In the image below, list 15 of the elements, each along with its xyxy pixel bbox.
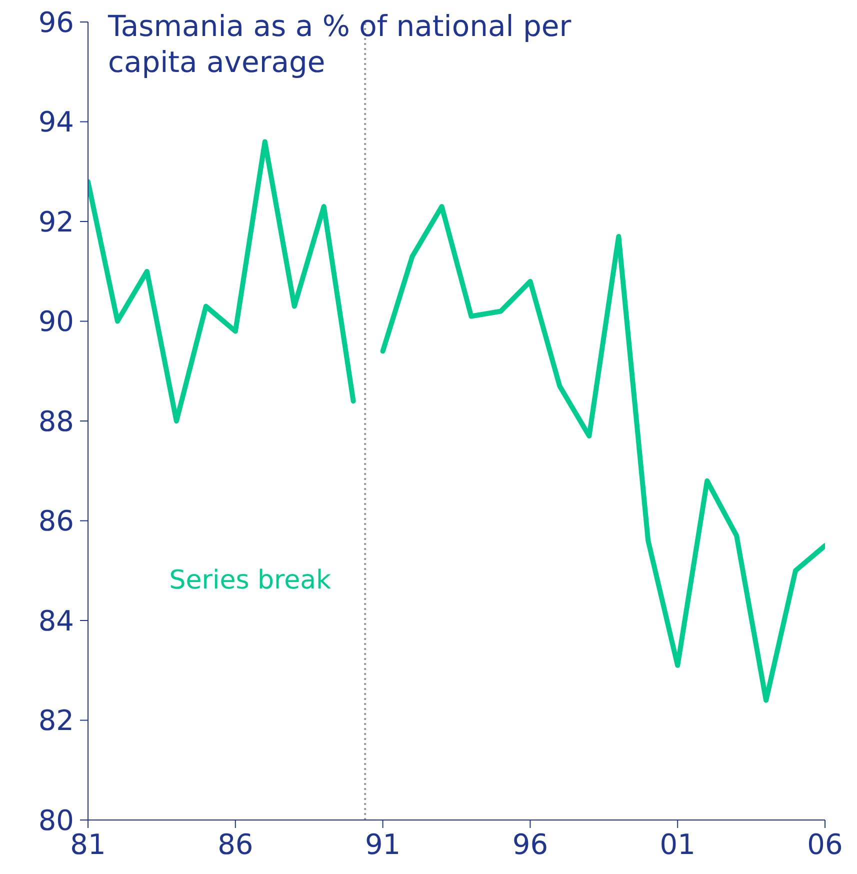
y-tick-label: 82 [38,704,74,738]
y-tick-label: 96 [38,6,74,39]
y-tick-label: 86 [38,504,74,538]
y-tick-label: 94 [38,106,74,139]
chart-title: Tasmania as a % of national per capita average [108,8,572,80]
ref-line-label: Series break [169,566,332,596]
x-tick-label: 96 [512,828,548,861]
y-tick-label: 88 [38,404,74,438]
y-tick-label: 90 [38,305,74,338]
y-tick-label: 92 [38,205,74,238]
x-tick-label: 01 [660,828,696,861]
y-tick-label: 84 [38,604,74,638]
x-tick-label: 91 [364,828,401,861]
x-tick-label: 86 [218,828,254,861]
x-tick-label: 06 [807,828,843,861]
